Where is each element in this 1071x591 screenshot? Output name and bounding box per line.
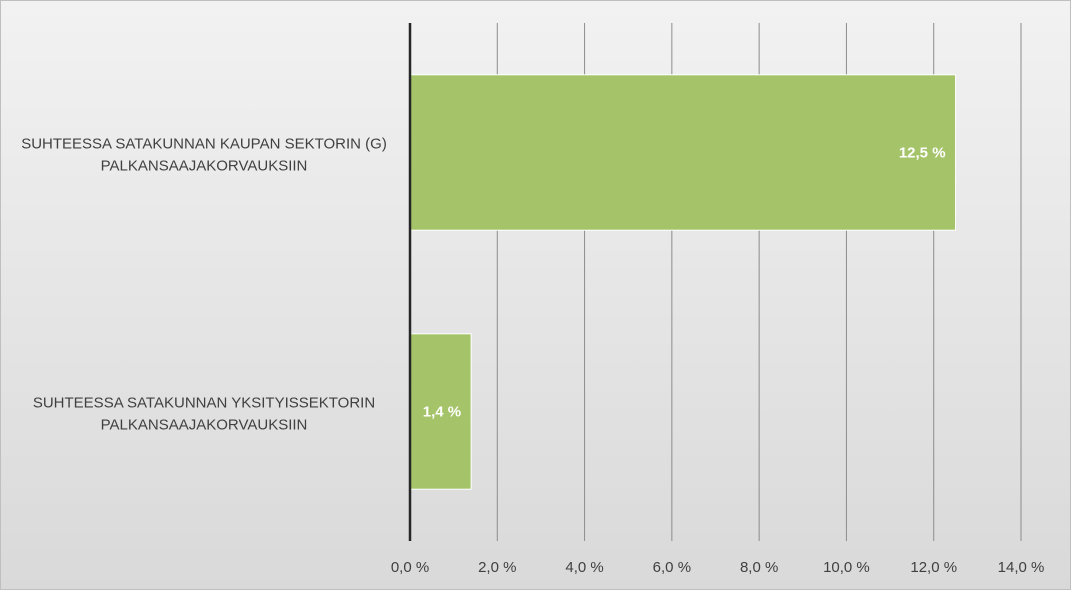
x-tick-label: 8,0 %	[740, 559, 778, 576]
x-tick-label: 14,0 %	[998, 559, 1045, 576]
category-label: SUHTEESSA SATAKUNNAN KAUPAN SEKTORIN (G)…	[21, 136, 387, 175]
data-label: 12,5 %	[899, 145, 946, 162]
x-tick-label: 4,0 %	[565, 559, 603, 576]
category-label: SUHTEESSA SATAKUNNAN YKSITYISSEKTORIN PAL…	[33, 395, 375, 434]
category-labels: SUHTEESSA SATAKUNNAN KAUPAN SEKTORIN (G)…	[21, 136, 387, 434]
x-tick-label: 2,0 %	[478, 559, 516, 576]
x-tick-label: 10,0 %	[823, 559, 870, 576]
x-tick-label: 12,0 %	[910, 559, 957, 576]
data-labels: 12,5 % 1,4 %	[423, 145, 946, 421]
x-tick-label: 0,0 %	[391, 559, 429, 576]
tick-labels: 0,0 % 2,0 % 4,0 % 6,0 % 8,0 % 10,0 % 12,0 % 14,…	[391, 559, 1045, 576]
x-tick-label: 6,0 %	[653, 559, 691, 576]
data-label: 1,4 %	[423, 404, 461, 421]
bar	[409, 74, 957, 231]
bars	[409, 74, 957, 490]
